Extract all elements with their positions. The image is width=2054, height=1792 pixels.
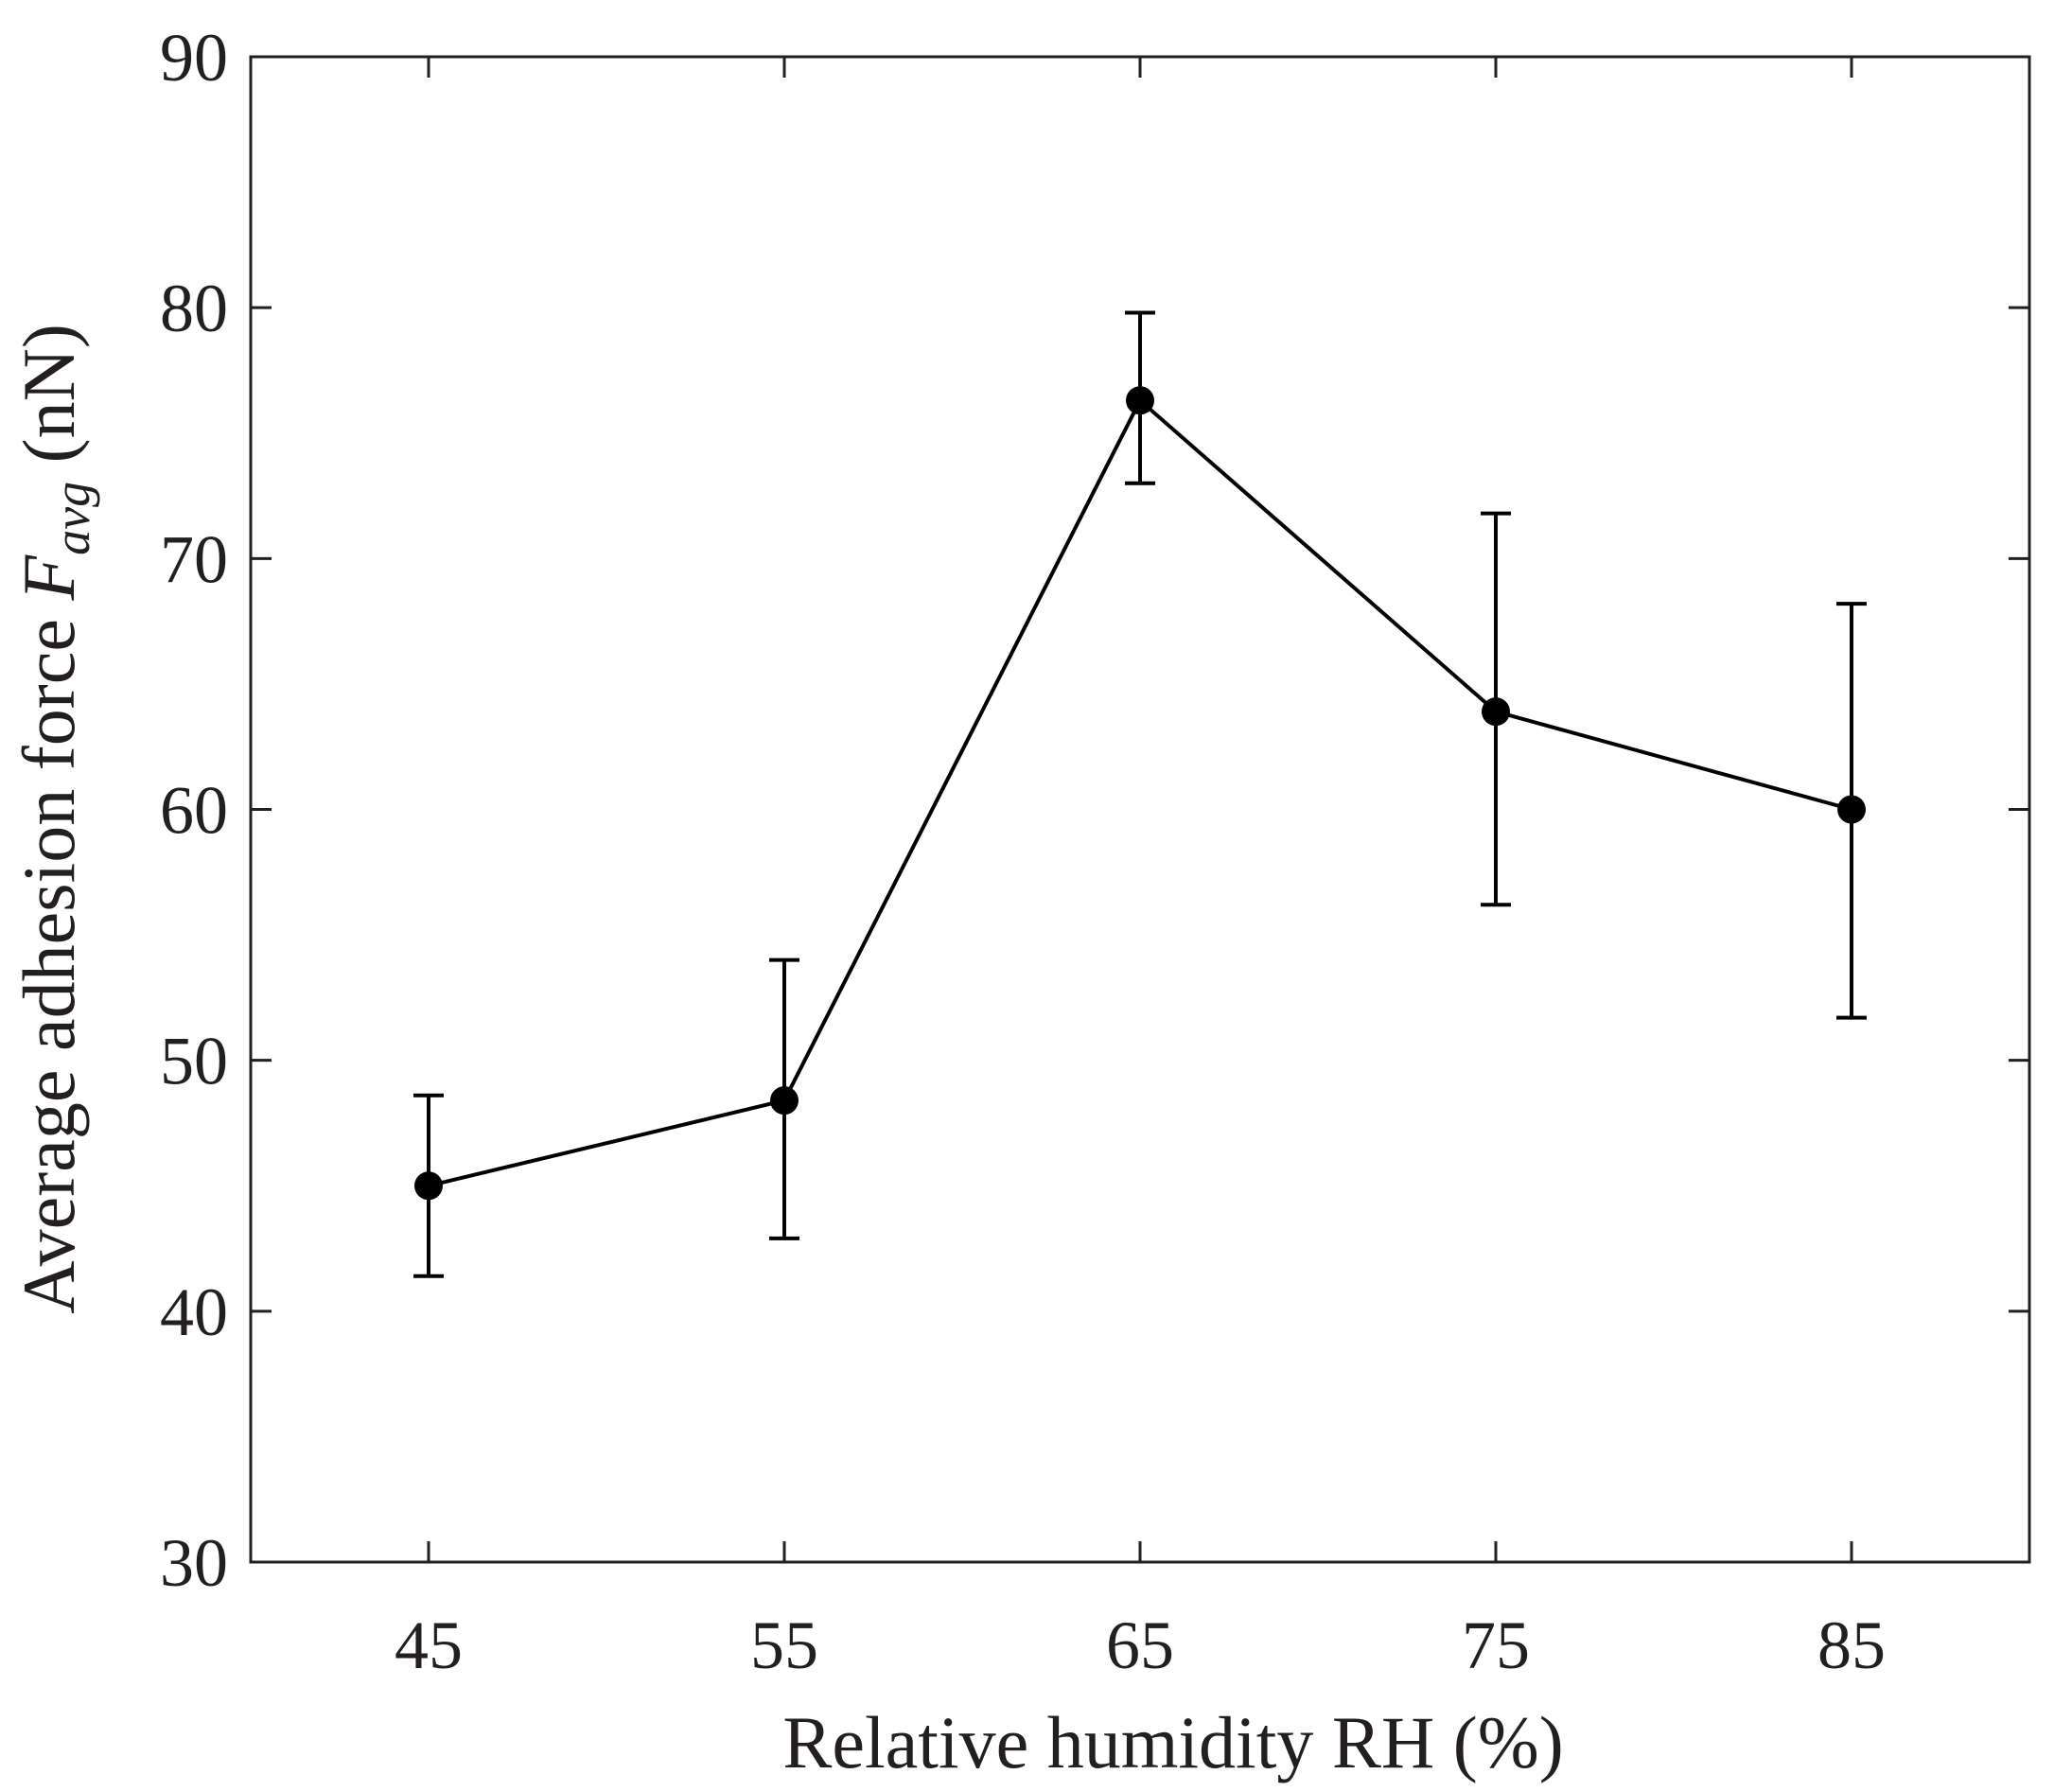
x-tick-label-85: 85 bbox=[1817, 1608, 1886, 1683]
data-point-55 bbox=[770, 1086, 799, 1116]
x-tick-label-55: 55 bbox=[750, 1608, 818, 1683]
data-point-75 bbox=[1482, 697, 1510, 727]
y-tick-label-60: 60 bbox=[160, 773, 228, 849]
axis-labels: 30 40 50 60 70 80 90 45 55 65 75 85 Relative humidit… bbox=[8, 20, 1886, 1783]
y-tick-label-30: 30 bbox=[160, 1525, 228, 1601]
y-tick-label-80: 80 bbox=[160, 271, 228, 346]
y-axis-title: Average adhesion force Favg (nN) bbox=[8, 324, 100, 1314]
plot-frame bbox=[249, 55, 2031, 1564]
data-point-45 bbox=[414, 1171, 443, 1201]
x-axis-title: Relative humidity RH (%) bbox=[782, 1701, 1563, 1783]
data-point-65 bbox=[1126, 386, 1154, 415]
series-line bbox=[428, 397, 1852, 1188]
y-tick-label-50: 50 bbox=[160, 1024, 228, 1099]
y-tick-label-70: 70 bbox=[160, 521, 228, 597]
y-tick-label-40: 40 bbox=[160, 1274, 228, 1350]
x-tick-label-65: 65 bbox=[1106, 1608, 1174, 1683]
x-tick-label-45: 45 bbox=[395, 1608, 463, 1683]
y-tick-label-90: 90 bbox=[160, 20, 228, 96]
x-tick-label-75: 75 bbox=[1462, 1608, 1530, 1683]
data-point-85 bbox=[1837, 795, 1866, 824]
axes bbox=[249, 55, 2031, 1564]
data-marks bbox=[413, 310, 1867, 1278]
